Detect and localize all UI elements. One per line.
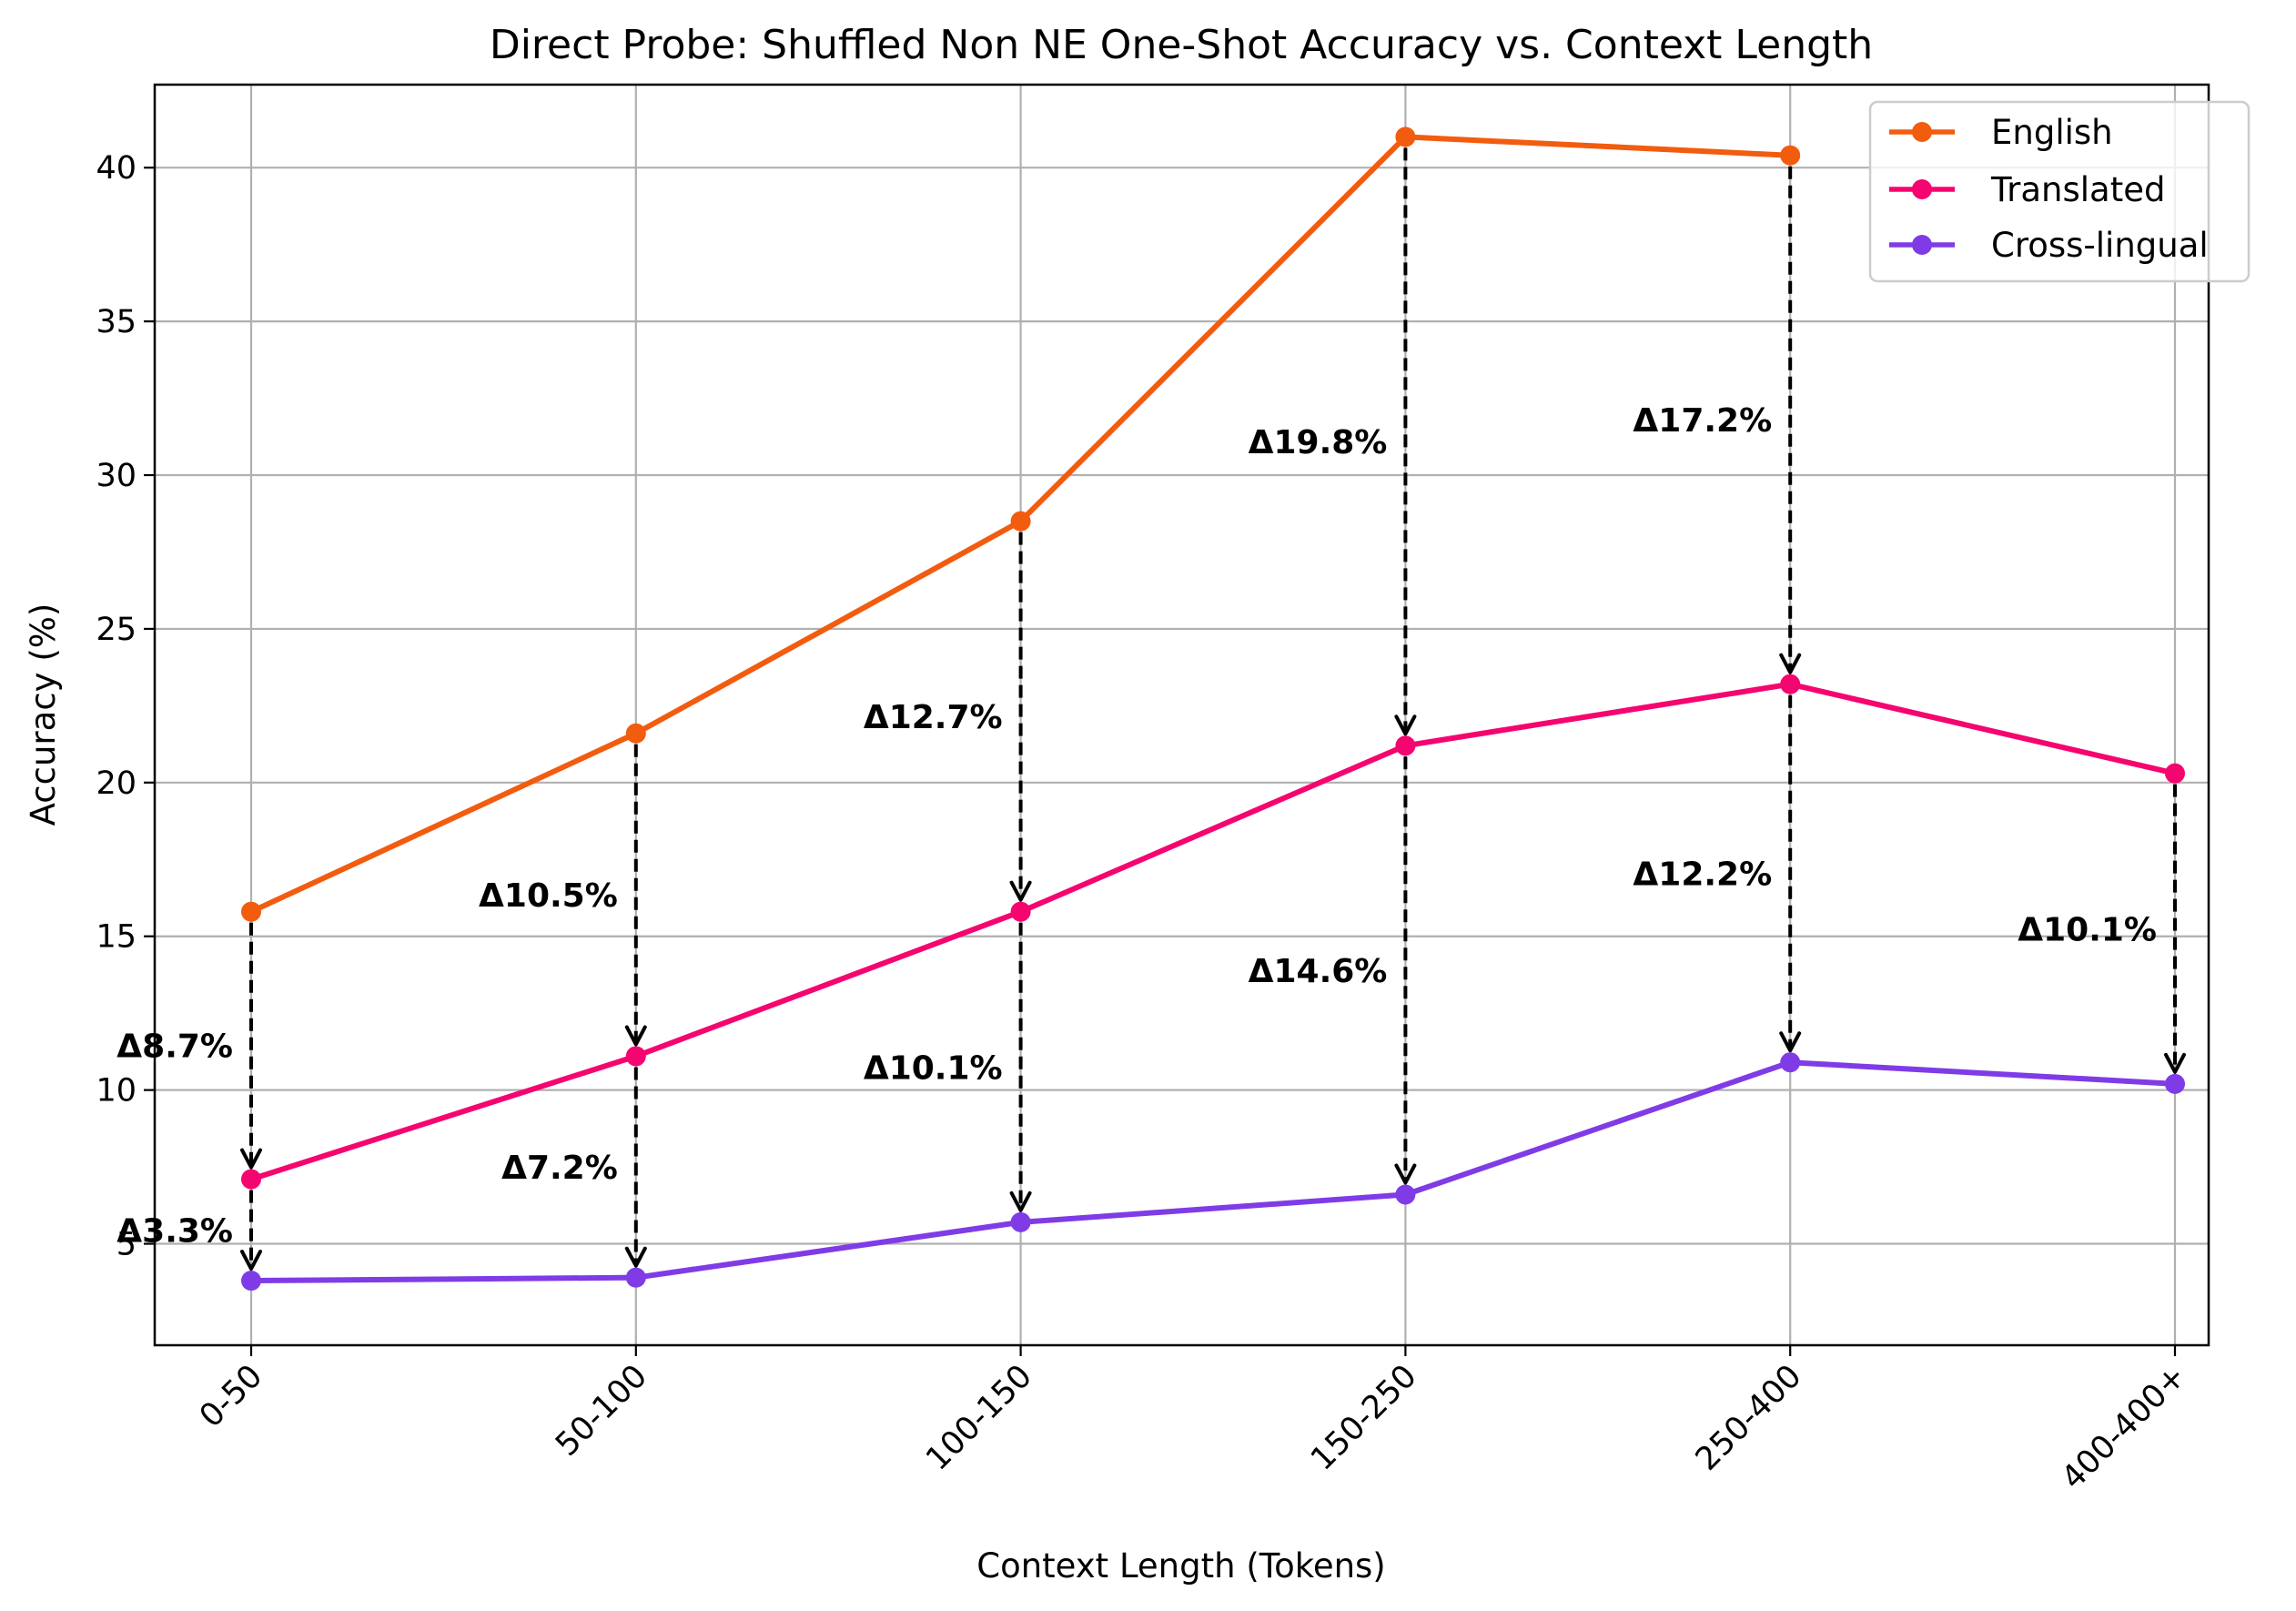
data-point [1010, 1211, 1031, 1232]
x-tick-label: 150-250 [1304, 1358, 1424, 1478]
x-axis-label: Context Length (Tokens) [976, 1546, 1386, 1586]
delta-arrowhead [624, 1025, 647, 1047]
delta-label: Δ8.7% [116, 1028, 233, 1066]
y-tick-label: 35 [96, 304, 137, 340]
plot-frame [153, 83, 2210, 1347]
legend: English Translated Cross-lingual [1868, 100, 2250, 283]
series-line [250, 1059, 2176, 1284]
x-tick-label: 50-100 [549, 1358, 654, 1464]
data-point [241, 1169, 261, 1190]
data-point [625, 723, 646, 744]
y-tick-label: 40 [96, 150, 137, 187]
data-point [241, 901, 261, 922]
legend-marker-english [1912, 122, 1932, 142]
delta-label: Δ7.2% [501, 1150, 618, 1187]
x-tick-label: 400-400+ [2055, 1358, 2193, 1496]
legend-box [1868, 100, 2250, 283]
delta-label: Δ12.2% [1633, 856, 1772, 893]
delta-arrowhead [1394, 1163, 1417, 1185]
delta-arrowhead [1009, 880, 1032, 902]
x-tick-label: 0-50 [193, 1358, 269, 1434]
y-tick-label: 15 [96, 919, 137, 956]
delta-label: Δ12.7% [864, 699, 1003, 736]
delta-arrowhead [624, 1246, 647, 1268]
delta-arrowhead [1779, 653, 1802, 674]
series-lines [241, 127, 2185, 1292]
y-tick-label: 30 [96, 458, 137, 494]
y-axis-label: Accuracy (%) [24, 603, 63, 826]
y-tick-label: 25 [96, 612, 137, 648]
legend-label-translated: Translated [1990, 170, 2166, 209]
legend-marker-translated [1912, 179, 1932, 199]
data-point [2165, 763, 2185, 784]
data-point [1395, 1184, 1416, 1205]
delta-arrowhead [240, 1250, 262, 1272]
chart-title: Direct Probe: Shuffled Non NE One-Shot A… [490, 22, 1873, 68]
delta-label: Δ17.2% [1633, 402, 1772, 440]
legend-label-english: English [1991, 113, 2113, 152]
delta-label: Δ14.6% [1249, 953, 1388, 990]
legend-marker-cross-lingual [1912, 235, 1932, 255]
delta-arrowhead [1009, 1191, 1032, 1212]
data-point [1780, 1052, 1801, 1073]
delta-label: Δ19.8% [1249, 424, 1388, 461]
y-tick-label: 20 [96, 765, 137, 802]
legend-label-cross-lingual: Cross-lingual [1991, 226, 2209, 265]
delta-arrowhead [240, 1148, 262, 1170]
data-point [1780, 674, 1801, 694]
delta-label: Δ3.3% [116, 1212, 233, 1250]
y-tick-label: 10 [96, 1073, 137, 1109]
x-tick-label: 100-150 [919, 1358, 1039, 1478]
data-point [625, 1267, 646, 1288]
delta-arrowhead [1394, 714, 1417, 736]
delta-label: Δ10.1% [2018, 911, 2157, 948]
axis-ticks: 5 10 15 20 25 30 35 40 0-50 50-100 100-150 150-250 2… [96, 150, 2193, 1496]
data-point [1780, 145, 1801, 166]
y-tick-label: 5 [116, 1227, 137, 1263]
data-point [241, 1271, 261, 1292]
data-point [1395, 127, 1416, 147]
delta-arrowhead [1779, 1031, 1802, 1053]
data-point [2165, 1073, 2185, 1094]
data-point [1010, 511, 1031, 532]
data-point [625, 1046, 646, 1067]
series-line [250, 681, 2176, 1182]
data-point [1010, 901, 1031, 922]
delta-arrows [240, 147, 2186, 1272]
delta-label: Δ10.5% [479, 877, 618, 915]
x-tick-label: 250-400 [1689, 1358, 1809, 1478]
delta-label: Δ10.1% [864, 1049, 1003, 1087]
delta-arrowhead [2164, 1052, 2186, 1074]
delta-labels: Δ8.7% Δ3.3% Δ10.5% Δ7.2% Δ12.7% Δ10.1% Δ19.8% Δ… [116, 402, 2157, 1250]
data-point [1395, 735, 1416, 756]
